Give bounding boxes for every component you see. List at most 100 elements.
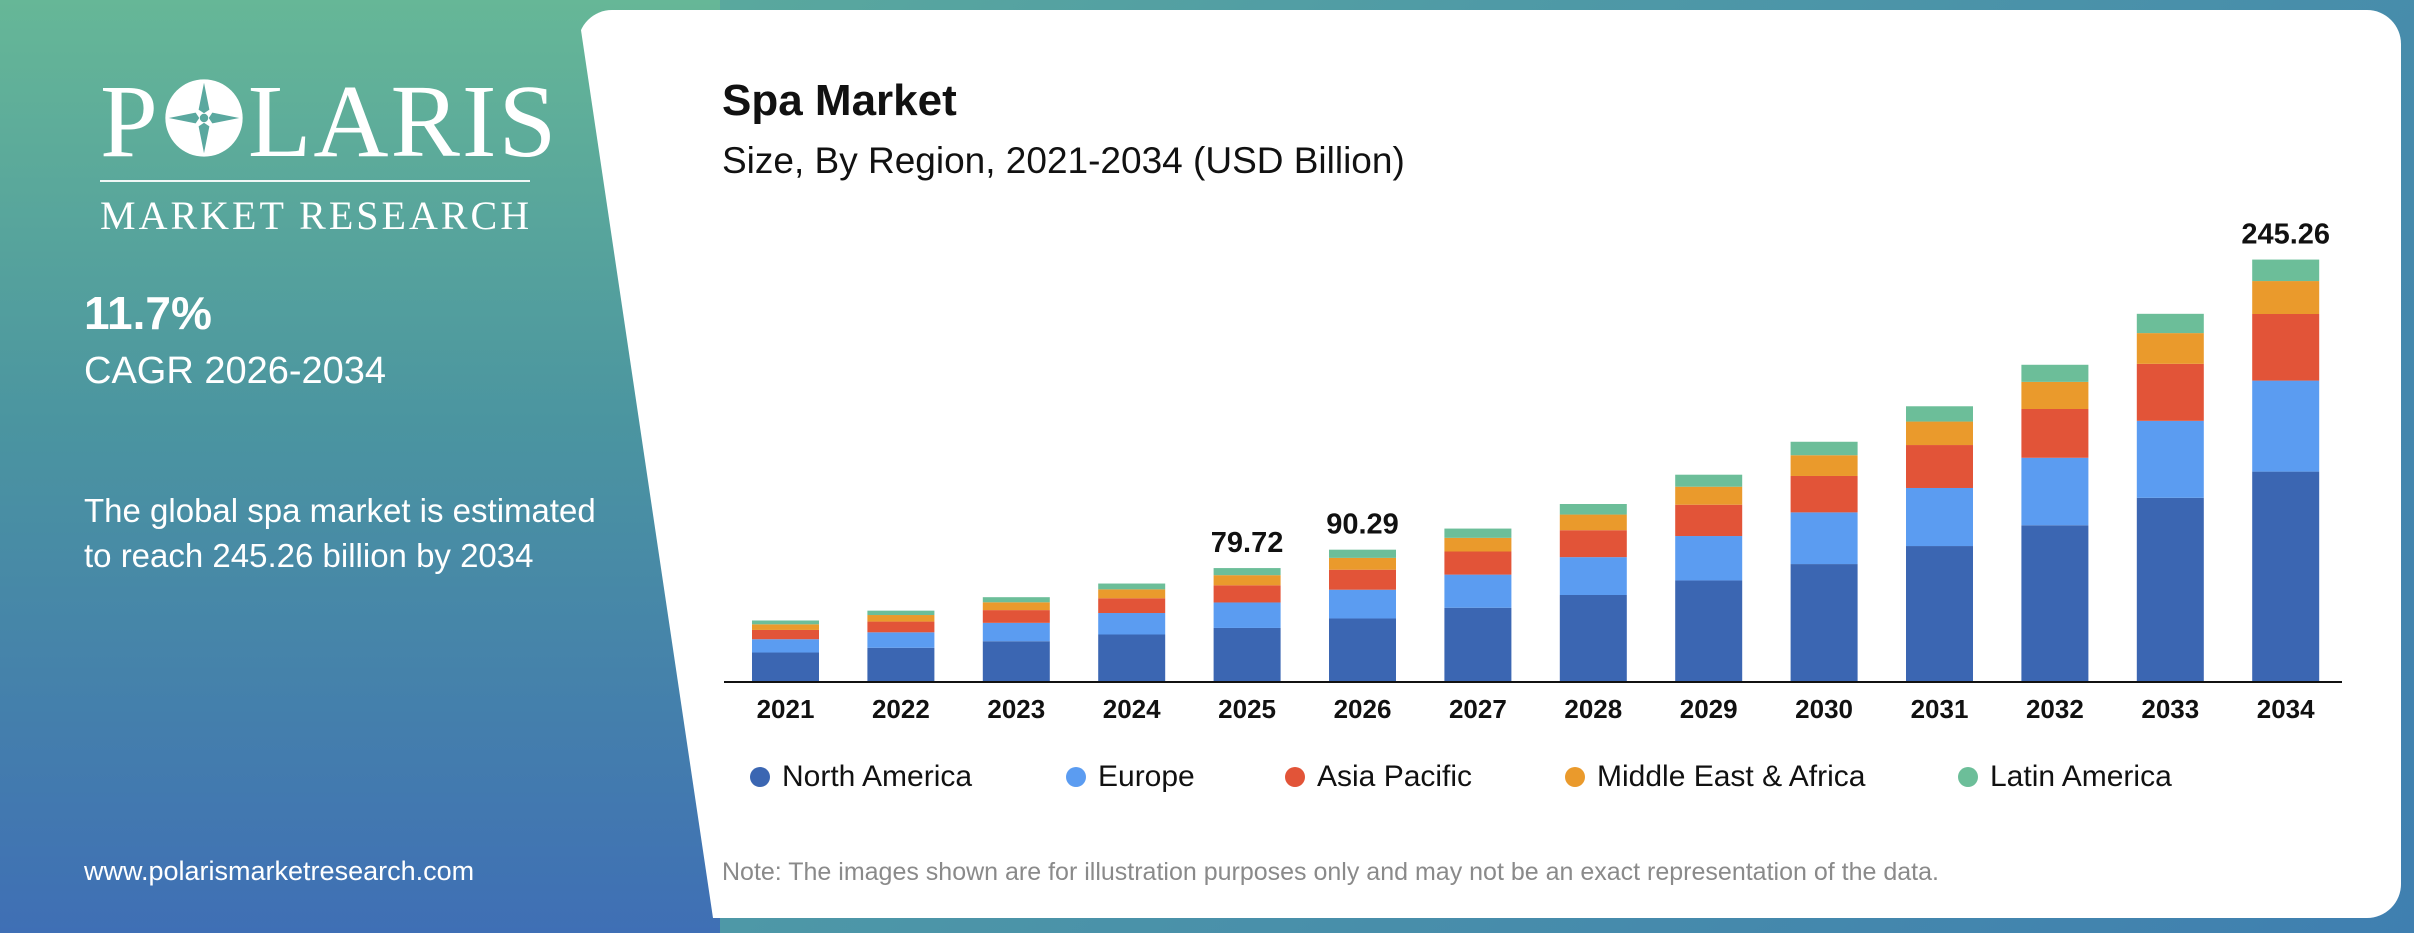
bar-2024-series-0 [1098, 634, 1166, 682]
bar-2029-series-2 [1675, 504, 1743, 537]
bar-2025-series-3 [1213, 575, 1281, 586]
legend-item-0: North America [750, 760, 972, 794]
bar-2027-series-2 [1444, 551, 1512, 575]
bar-2023-series-1 [982, 622, 1050, 642]
x-tick-label-2021: 2021 [757, 694, 815, 724]
legend-dot-icon [1285, 767, 1305, 787]
bar-2032-series-3 [2021, 381, 2089, 409]
x-tick-label-2033: 2033 [2141, 694, 2199, 724]
bar-2022-series-2 [867, 621, 935, 633]
x-tick-label-2023: 2023 [987, 694, 1045, 724]
bar-2025-series-1 [1213, 602, 1281, 628]
bar-2024-series-1 [1098, 613, 1166, 635]
bar-2033-series-3 [2136, 333, 2204, 364]
legend-dot-icon [750, 767, 770, 787]
bar-2033-series-4 [2136, 313, 2204, 334]
bar-2030-series-2 [1790, 475, 1858, 513]
data-label-2026: 90.29 [1326, 509, 1399, 541]
legend-dot-icon [1958, 767, 1978, 787]
x-tick-label-2024: 2024 [1103, 694, 1161, 724]
bar-2023-series-3 [982, 602, 1050, 611]
bar-2025-series-0 [1213, 627, 1281, 682]
bar-2029-series-3 [1675, 486, 1743, 505]
legend-item-1: Europe [1066, 760, 1195, 794]
polaris-logo: P LARIS MARKET RESEARCH [100, 70, 556, 240]
bar-2034-series-0 [2252, 471, 2320, 682]
disclaimer-note: Note: The images shown are for illustrat… [722, 858, 1939, 886]
legend-item-4: Latin America [1958, 760, 2172, 794]
bar-2030-series-4 [1790, 441, 1858, 456]
cagr-value: 11.7% [84, 287, 212, 339]
bar-2029-series-4 [1675, 474, 1743, 487]
legend-label: Europe [1098, 760, 1195, 793]
bar-2033-series-1 [2136, 420, 2204, 498]
legend-dot-icon [1066, 767, 1086, 787]
bar-2033-series-0 [2136, 497, 2204, 682]
website-link[interactable]: www.polarismarketresearch.com [84, 856, 475, 886]
bar-2028-series-3 [1559, 514, 1627, 531]
bar-2034-series-2 [2252, 313, 2320, 381]
bar-2027-series-0 [1444, 607, 1512, 682]
x-tick-label-2030: 2030 [1795, 694, 1853, 724]
bar-2031-series-0 [1906, 546, 1973, 682]
bar-2032-series-0 [2021, 525, 2089, 682]
bar-2032-series-2 [2021, 409, 2089, 458]
bar-2031-series-2 [1906, 445, 1973, 488]
bar-2024-series-2 [1098, 598, 1166, 614]
cagr-label: CAGR 2026-2034 [84, 350, 387, 392]
bar-2028-series-2 [1559, 530, 1627, 558]
logo-subtitle: MARKET RESEARCH [100, 193, 533, 238]
x-tick-label-2028: 2028 [1564, 694, 1622, 724]
x-tick-label-2032: 2032 [2026, 694, 2084, 724]
bar-2030-series-3 [1790, 455, 1858, 476]
bar-2024-series-4 [1098, 583, 1166, 590]
bar-2031-series-4 [1906, 406, 1973, 422]
legend-item-2: Asia Pacific [1285, 760, 1472, 794]
bar-2033-series-2 [2136, 363, 2204, 421]
data-label-2025: 79.72 [1211, 527, 1284, 559]
bar-2028-series-0 [1559, 595, 1627, 682]
compass-star-icon [165, 79, 243, 157]
bar-2034-series-3 [2252, 281, 2320, 314]
bar-2031-series-3 [1906, 421, 1973, 446]
bar-2026-series-0 [1329, 618, 1396, 682]
x-tick-label-2034: 2034 [2257, 694, 2315, 724]
bar-2027-series-4 [1444, 528, 1512, 538]
bar-2022-series-3 [867, 615, 935, 622]
bar-2024-series-3 [1098, 589, 1166, 599]
bar-2030-series-0 [1790, 564, 1858, 682]
logo-wordmark: P LARIS [100, 70, 558, 174]
bar-2030-series-1 [1790, 512, 1858, 565]
bar-2034-series-4 [2252, 259, 2320, 282]
bar-2032-series-4 [2021, 364, 2089, 382]
logo-letter-p: P [100, 64, 160, 179]
legend-item-3: Middle East & Africa [1565, 760, 1865, 794]
market-summary: The global spa market is estimated to re… [84, 492, 596, 574]
bar-2032-series-1 [2021, 457, 2089, 526]
bar-2021-series-0 [752, 652, 819, 682]
legend-label: Middle East & Africa [1597, 760, 1866, 793]
bar-2027-series-1 [1444, 574, 1512, 608]
x-tick-label-2022: 2022 [872, 694, 930, 724]
chart-card [578, 10, 2401, 918]
bar-2029-series-1 [1675, 536, 1743, 581]
bar-2034-series-1 [2252, 380, 2320, 472]
bar-2029-series-0 [1675, 580, 1743, 682]
bar-2027-series-3 [1444, 537, 1512, 552]
x-tick-label-2026: 2026 [1334, 694, 1392, 724]
bar-2023-series-2 [982, 610, 1050, 623]
bar-2025-series-2 [1213, 585, 1281, 603]
bar-2022-series-1 [867, 632, 935, 648]
bar-2026-series-3 [1329, 557, 1396, 570]
legend-label: Asia Pacific [1317, 760, 1473, 793]
bar-2021-series-4 [752, 620, 819, 625]
bar-2026-series-1 [1329, 589, 1396, 619]
x-tick-label-2025: 2025 [1218, 694, 1276, 724]
bar-2028-series-4 [1559, 504, 1627, 515]
bar-2026-series-4 [1329, 549, 1396, 558]
bar-2021-series-2 [752, 629, 819, 640]
bar-2022-series-0 [867, 647, 935, 682]
legend-label: Latin America [1990, 760, 2172, 793]
bar-2023-series-4 [982, 597, 1050, 603]
